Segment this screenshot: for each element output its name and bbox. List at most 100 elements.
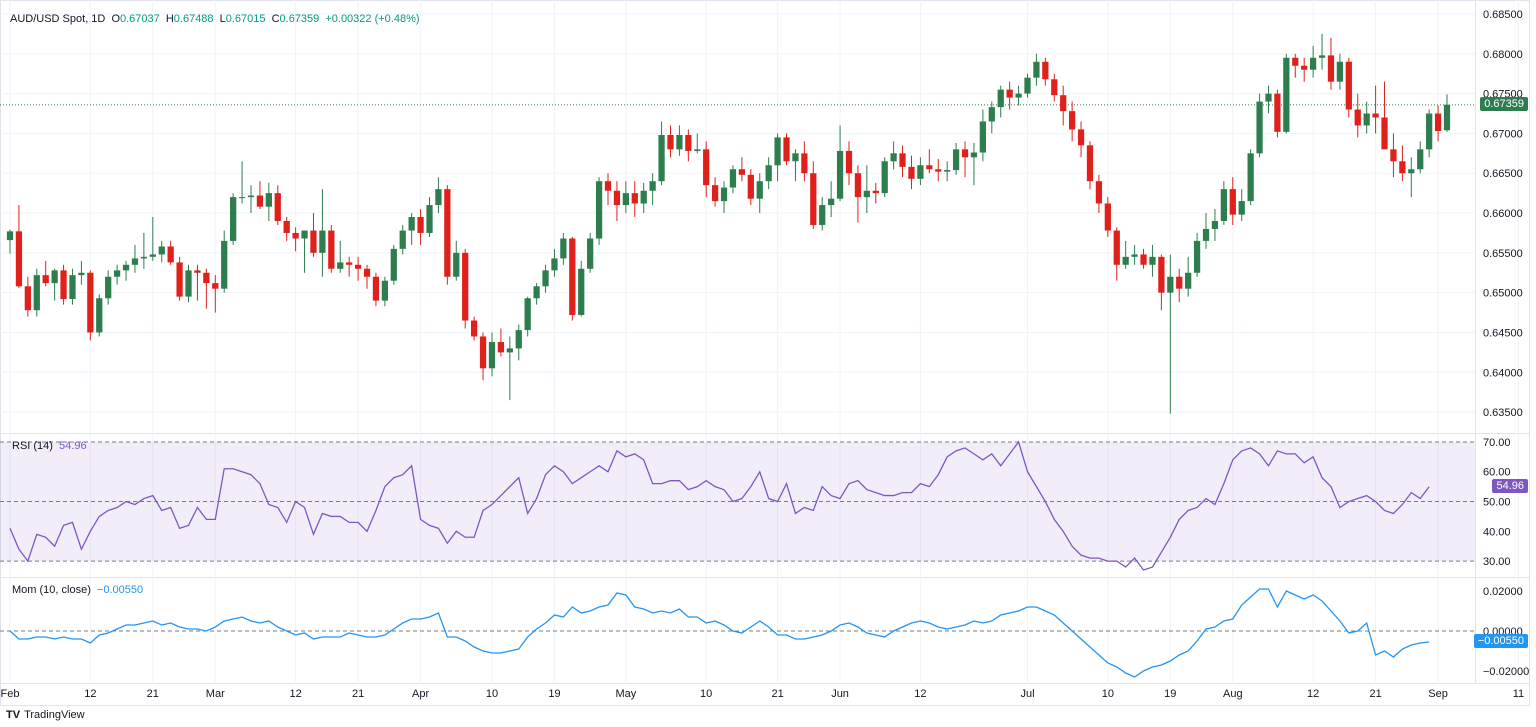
candle: [828, 181, 835, 218]
x-tick-label: 10: [486, 688, 498, 700]
candle: [1309, 45, 1317, 78]
tradingview-brand[interactable]: TV TradingView: [6, 709, 85, 721]
candle: [872, 182, 879, 204]
candle: [944, 161, 951, 182]
candle: [24, 276, 31, 317]
price-tick-label: 0.64500: [1483, 327, 1523, 339]
price-tick-label: 0.64000: [1483, 367, 1523, 379]
candle: [453, 240, 460, 281]
candle: [354, 256, 362, 281]
candle-body: [1390, 149, 1397, 162]
candle-body: [1443, 104, 1451, 131]
candle-body: [221, 240, 228, 289]
x-tick-label: 21: [147, 688, 159, 700]
candle-body: [506, 348, 513, 353]
candle: [140, 232, 148, 269]
mom-legend: Mom (10, close) −0.00550: [12, 584, 146, 596]
candle-body: [747, 174, 754, 199]
candle: [899, 145, 906, 178]
x-tick-label: 21: [352, 688, 364, 700]
candle: [1202, 213, 1210, 249]
candle: [33, 268, 40, 317]
candle: [399, 224, 406, 255]
candle-body: [1301, 65, 1308, 70]
mom-value: −0.00550: [96, 584, 144, 596]
candle-body: [961, 149, 969, 158]
candle: [1042, 57, 1049, 86]
candle: [122, 260, 130, 281]
candle-body: [1434, 113, 1442, 132]
candle-body: [78, 272, 85, 276]
candle: [926, 149, 933, 174]
candle-body: [542, 270, 549, 287]
open-value: 0.67037: [120, 13, 160, 25]
candle: [1024, 73, 1031, 98]
candle-body: [435, 189, 442, 206]
candle-body: [1238, 201, 1245, 215]
x-tick-label: 12: [289, 688, 301, 700]
candle: [238, 161, 246, 204]
candle-body: [1060, 95, 1067, 112]
candle: [595, 177, 603, 245]
mom-tag: −0.00550: [1473, 634, 1528, 648]
candle-body: [1381, 117, 1388, 150]
candle-body: [167, 246, 174, 263]
mom-layer: [0, 588, 1475, 678]
candle-body: [711, 185, 719, 202]
candle: [854, 165, 862, 223]
candle: [1006, 81, 1013, 110]
candle: [1158, 254, 1165, 311]
candle-body: [1095, 181, 1103, 204]
price-tick-label: 0.68500: [1483, 9, 1523, 21]
candle-body: [212, 283, 219, 289]
candle: [176, 256, 183, 301]
x-tick-label: 19: [548, 688, 560, 700]
candle-body: [96, 298, 103, 333]
price-tick-label: 0.66000: [1483, 208, 1523, 220]
candle: [337, 240, 344, 273]
candle: [658, 121, 665, 186]
candle-body: [149, 254, 156, 257]
candle-body: [140, 256, 148, 259]
candle-body: [908, 166, 915, 179]
candle: [105, 270, 112, 305]
candle: [1140, 248, 1147, 269]
candle-body: [1051, 79, 1058, 96]
candle-body: [1372, 113, 1379, 118]
candle-body: [515, 330, 522, 349]
candle-body: [1140, 254, 1147, 265]
candle: [649, 173, 656, 206]
candle: [1318, 33, 1326, 70]
candle: [569, 236, 576, 321]
candle-body: [810, 173, 817, 225]
candle: [578, 260, 585, 317]
candle-body: [319, 230, 326, 253]
candle-body: [1345, 61, 1352, 110]
symbol-title: AUD/USD Spot, 1D: [10, 13, 106, 25]
candle: [863, 165, 870, 214]
candle-body: [444, 189, 451, 277]
candle: [1336, 53, 1344, 90]
candle: [801, 141, 808, 182]
candle: [890, 141, 897, 170]
candle-body: [203, 272, 210, 284]
candle: [1434, 105, 1442, 142]
candle: [1113, 227, 1120, 281]
candle: [587, 232, 594, 273]
candle: [711, 177, 719, 207]
candle: [1327, 37, 1335, 90]
candle-body: [33, 275, 40, 311]
candle-body: [658, 135, 665, 182]
candle-body: [792, 153, 799, 162]
candle: [158, 240, 165, 263]
brand-name: TradingView: [24, 709, 85, 721]
candle: [6, 229, 14, 254]
candle-body: [622, 193, 629, 206]
x-tick-label: 10: [1102, 688, 1114, 700]
candle: [131, 244, 139, 273]
x-tick-label: 21: [771, 688, 783, 700]
candle-body: [1220, 189, 1227, 221]
candle-body: [247, 195, 255, 198]
candle-body: [935, 169, 942, 172]
candle: [524, 296, 531, 337]
